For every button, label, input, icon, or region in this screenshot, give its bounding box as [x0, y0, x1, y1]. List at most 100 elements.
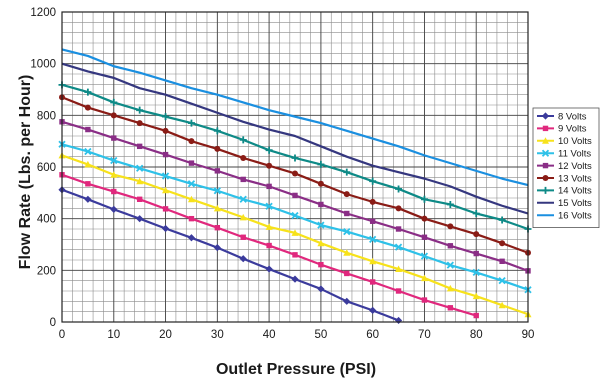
- legend-item: 15 Volts: [537, 198, 592, 209]
- legend-swatch-marker: [542, 137, 549, 144]
- x-tick-label: 80: [470, 329, 483, 341]
- data-point: [265, 265, 273, 273]
- data-point: [317, 239, 325, 247]
- data-point: [213, 204, 221, 212]
- y-tick-label: 800: [37, 110, 56, 122]
- x-tick-label: 30: [211, 329, 224, 341]
- data-point: [266, 242, 272, 249]
- data-point: [239, 136, 247, 144]
- data-point: [421, 234, 428, 240]
- data-point: [111, 188, 117, 195]
- data-point: [136, 120, 143, 127]
- y-tick-label: 600: [37, 162, 56, 174]
- data-point: [240, 234, 246, 240]
- data-point: [343, 191, 350, 198]
- legend-swatch-marker: [541, 149, 550, 157]
- data-point: [446, 261, 454, 269]
- data-point: [266, 162, 273, 169]
- data-point: [84, 88, 92, 96]
- data-point: [213, 244, 221, 252]
- data-point: [317, 221, 325, 229]
- data-point: [472, 210, 480, 217]
- data-point: [162, 206, 169, 212]
- data-point: [136, 196, 143, 202]
- data-point: [498, 301, 506, 309]
- data-point: [213, 127, 221, 135]
- data-point: [214, 168, 221, 174]
- series-9-volts: [59, 172, 479, 319]
- y-tick-label: 0: [50, 317, 56, 329]
- data-point: [111, 135, 117, 141]
- data-point: [291, 211, 299, 220]
- data-point: [317, 180, 324, 187]
- data-point: [421, 297, 428, 303]
- data-point: [343, 297, 351, 305]
- data-point: [162, 186, 170, 194]
- data-point: [110, 112, 117, 119]
- series-10-volts: [58, 151, 532, 318]
- data-point: [266, 183, 272, 190]
- x-axis-title: Outlet Pressure (PSI): [216, 361, 376, 378]
- data-point: [291, 275, 299, 283]
- data-point: [291, 154, 299, 162]
- axes: 0 10 20 30 40 50 60 70 80 90 0 200 400 600 800 1000 1200: [30, 7, 534, 341]
- data-point: [473, 250, 479, 257]
- data-point: [187, 234, 196, 242]
- legend-item: 9 Volts: [537, 124, 587, 135]
- y-tick-label: 1000: [30, 59, 56, 71]
- legend-item: 10 Volts: [537, 136, 592, 147]
- legend-label: 12 Volts: [558, 161, 592, 172]
- data-point: [369, 279, 376, 285]
- legend-swatch-marker: [542, 186, 549, 194]
- data-point: [110, 98, 118, 106]
- data-point: [447, 243, 454, 249]
- data-point: [344, 210, 350, 217]
- data-point: [472, 268, 480, 277]
- data-point: [85, 126, 91, 133]
- legend-label: 9 Volts: [558, 124, 587, 135]
- data-point: [292, 192, 298, 199]
- data-point: [162, 151, 169, 158]
- x-tick-label: 0: [59, 329, 65, 341]
- data-point: [499, 258, 505, 264]
- series-16-volts: [61, 48, 529, 187]
- data-point: [84, 104, 91, 111]
- series-line: [61, 188, 399, 322]
- series-line: [61, 48, 529, 187]
- data-point: [240, 176, 246, 183]
- data-point: [136, 106, 144, 114]
- data-point: [369, 257, 377, 265]
- data-point: [187, 195, 195, 203]
- data-point: [394, 243, 403, 251]
- y-tick-label: 1200: [30, 7, 56, 19]
- data-point: [84, 195, 92, 203]
- data-point: [395, 185, 403, 193]
- series-15-volts: [61, 62, 529, 215]
- data-point: [420, 252, 429, 260]
- data-point: [473, 231, 480, 238]
- data-point: [110, 156, 118, 165]
- data-point: [239, 195, 247, 203]
- data-point: [161, 224, 170, 233]
- data-point: [292, 252, 298, 258]
- data-point: [498, 216, 506, 224]
- data-point: [188, 160, 195, 166]
- data-point: [395, 226, 402, 232]
- data-point: [161, 172, 170, 180]
- data-point: [343, 249, 351, 256]
- series-line: [61, 62, 529, 215]
- data-point: [421, 215, 428, 222]
- data-point: [110, 171, 118, 178]
- x-tick-label: 40: [263, 329, 276, 341]
- y-tick-label: 200: [37, 265, 56, 277]
- data-point: [395, 288, 402, 294]
- data-point: [214, 225, 221, 231]
- data-point: [343, 227, 351, 236]
- data-point: [84, 147, 92, 156]
- legend-swatch-marker: [542, 125, 549, 132]
- x-tick-label: 60: [366, 329, 379, 341]
- x-tick-label: 20: [159, 329, 172, 341]
- data-point: [136, 164, 144, 172]
